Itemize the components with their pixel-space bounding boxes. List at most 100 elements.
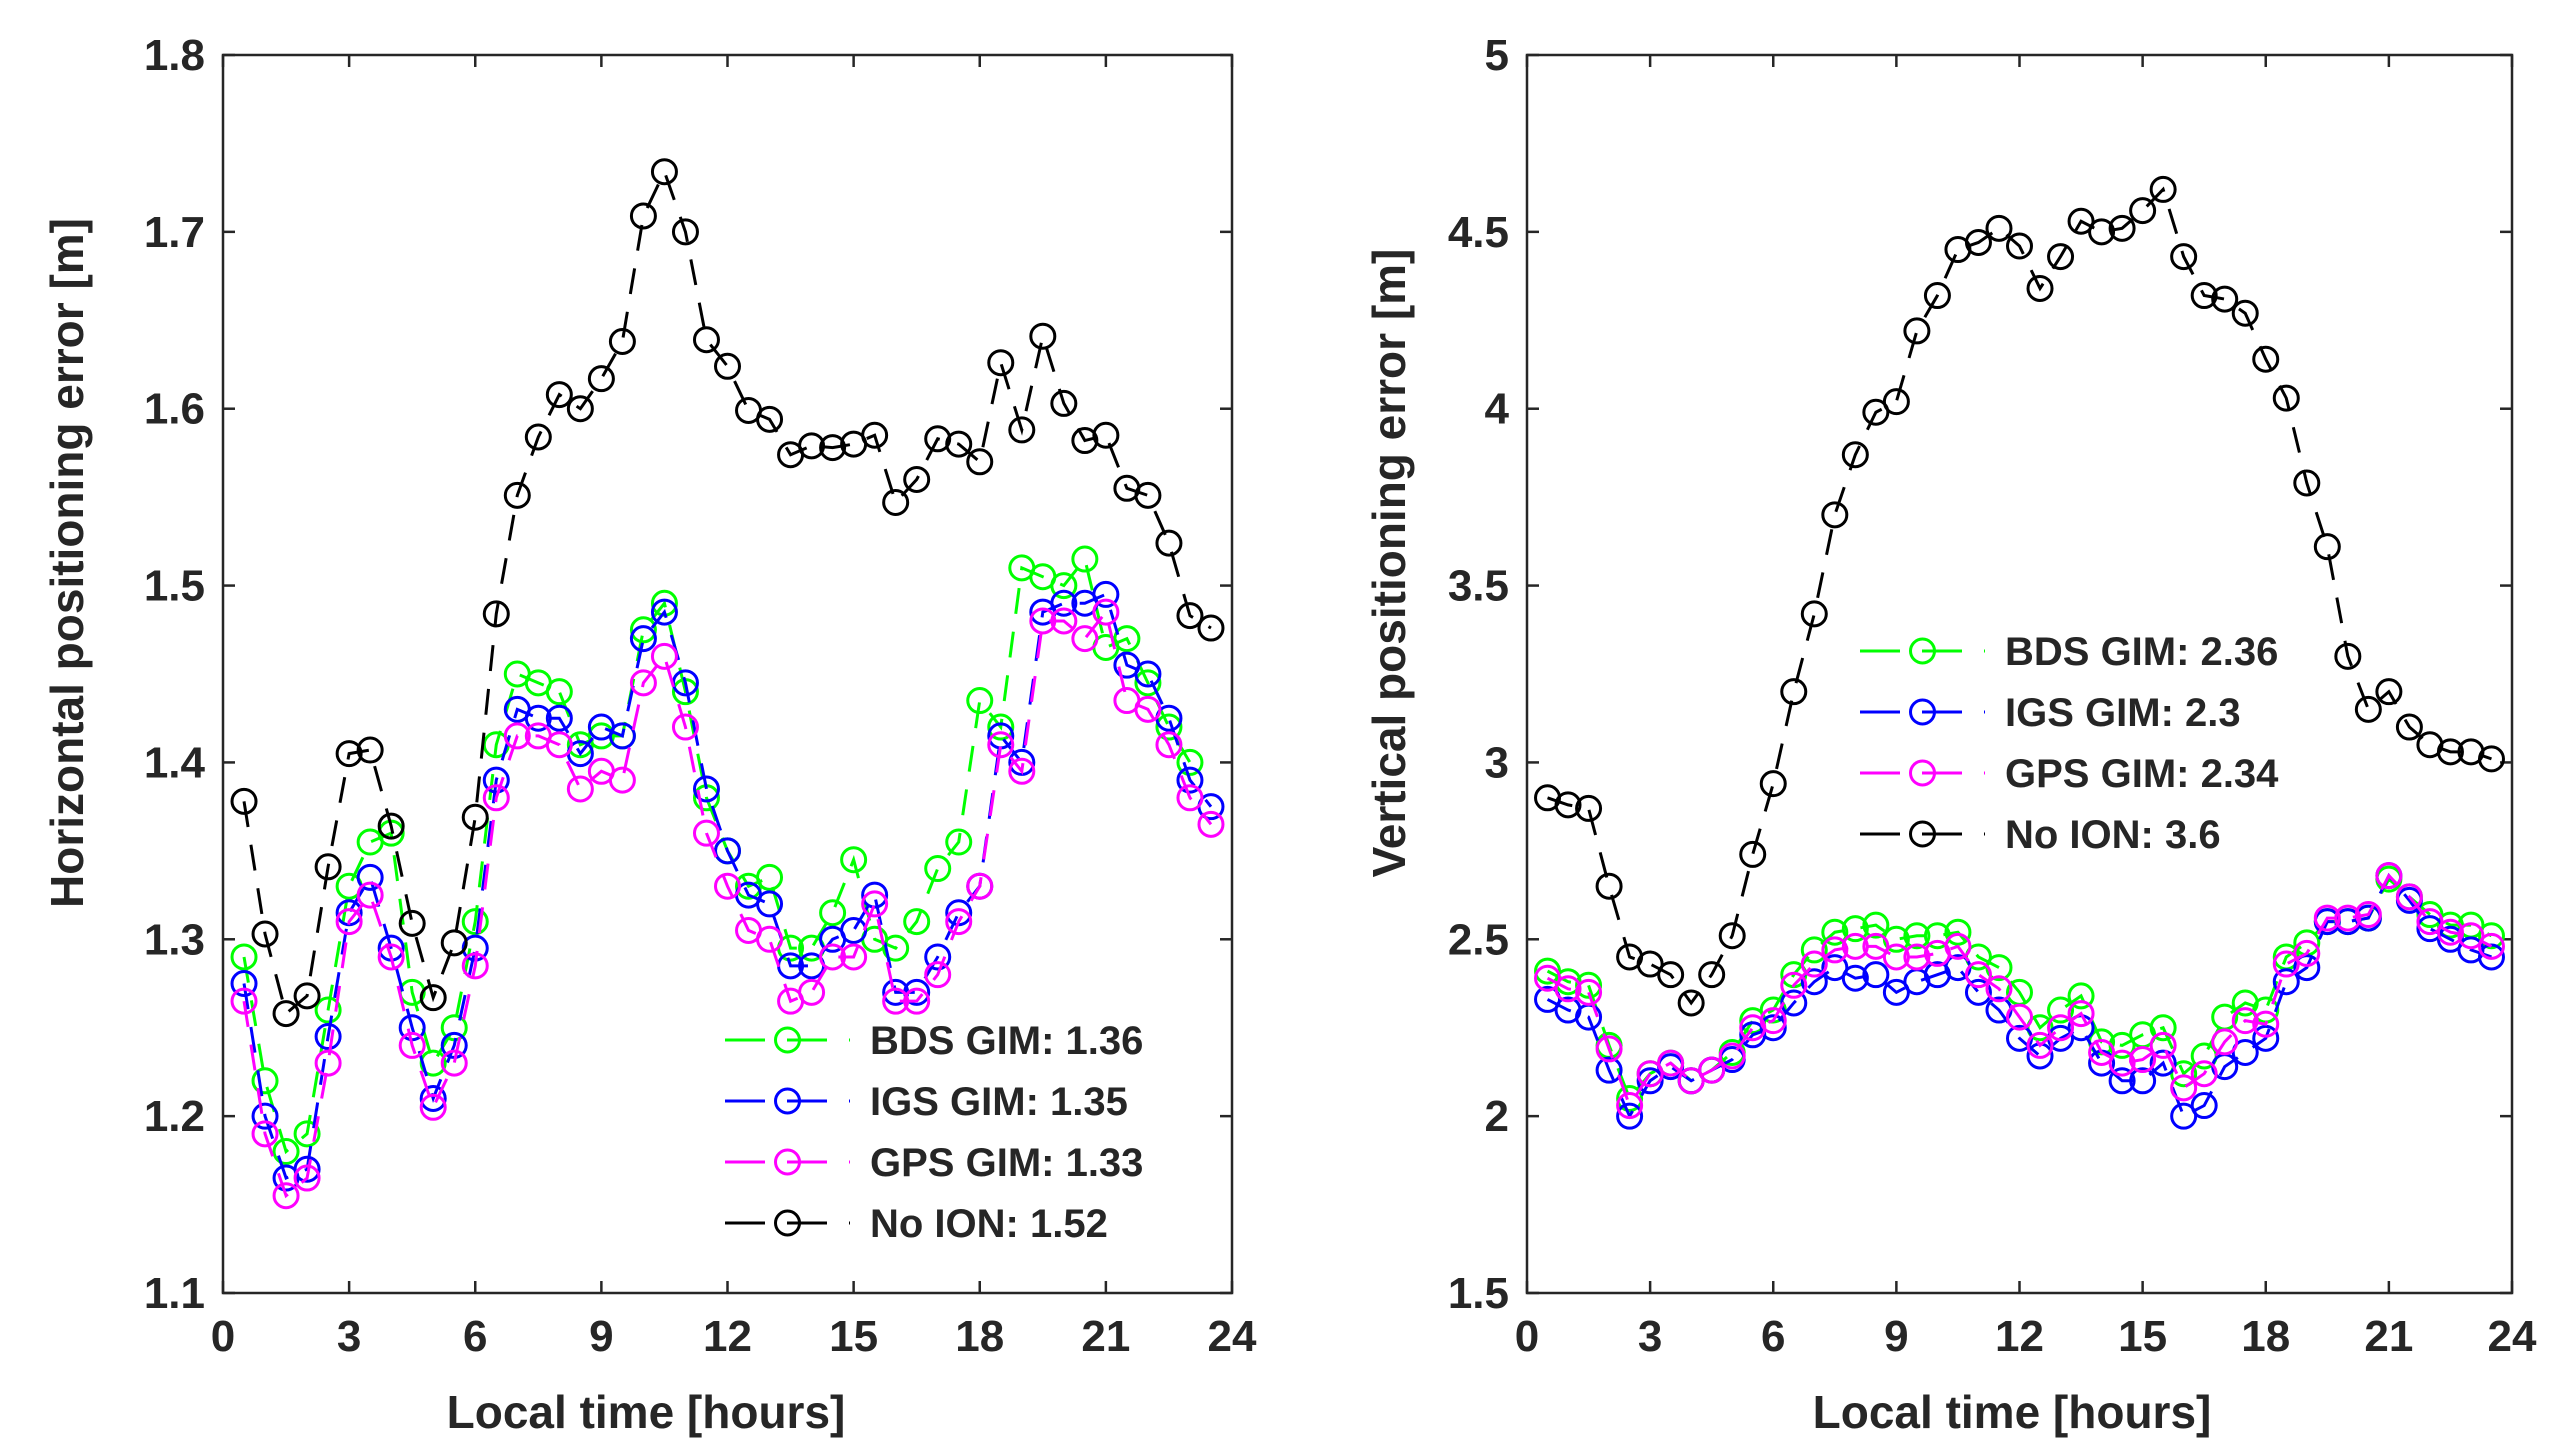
data-point bbox=[440, 1049, 468, 1077]
data-point bbox=[482, 600, 510, 628]
y-tick-label: 1.1 bbox=[144, 1269, 205, 1318]
data-point bbox=[2149, 1031, 2177, 1059]
legend-marker bbox=[774, 1087, 801, 1115]
data-point bbox=[650, 598, 678, 626]
data-point bbox=[1964, 228, 1992, 256]
x-tick-label: 3 bbox=[1638, 1312, 1662, 1361]
data-point bbox=[650, 642, 678, 670]
data-point bbox=[377, 943, 405, 971]
data-point bbox=[2129, 1067, 2157, 1095]
data-point bbox=[1821, 954, 1849, 982]
data-point bbox=[1964, 961, 1992, 989]
x-tick-label: 6 bbox=[1761, 1312, 1785, 1361]
data-point bbox=[230, 987, 258, 1015]
data-point bbox=[1029, 322, 1057, 350]
data-point bbox=[714, 837, 741, 865]
data-point bbox=[2252, 1024, 2280, 1052]
y-tick-label: 2.5 bbox=[1448, 915, 1509, 964]
data-point bbox=[1800, 936, 1828, 964]
data-point bbox=[1923, 922, 1951, 950]
data-point bbox=[2067, 1000, 2095, 1028]
plot-frame bbox=[1525, 53, 2514, 1295]
x-tick-label: 0 bbox=[211, 1312, 235, 1361]
data-point bbox=[2436, 925, 2464, 953]
legend-marker bbox=[1909, 637, 1936, 665]
data-point bbox=[1800, 950, 1828, 978]
data-point bbox=[2170, 1102, 2198, 1130]
data-point bbox=[2313, 533, 2341, 561]
y-tick-label: 3 bbox=[1485, 738, 1509, 787]
x-tick-label: 6 bbox=[463, 1312, 487, 1361]
data-point bbox=[692, 326, 720, 354]
data-point bbox=[2272, 968, 2300, 996]
data-point bbox=[861, 421, 889, 449]
data-point bbox=[924, 855, 952, 883]
data-point bbox=[356, 863, 384, 891]
data-point bbox=[2354, 695, 2382, 723]
data-point bbox=[1595, 1035, 1623, 1063]
data-point bbox=[1534, 964, 1562, 992]
x-tick-label: 21 bbox=[2364, 1312, 2413, 1361]
data-point bbox=[1176, 784, 1204, 812]
y-tick-label: 1.3 bbox=[144, 915, 205, 964]
data-point bbox=[987, 713, 1015, 741]
series-3 bbox=[1534, 175, 2505, 1017]
legend-marker bbox=[774, 1209, 801, 1237]
data-point bbox=[671, 713, 699, 741]
data-point bbox=[272, 1000, 300, 1028]
data-point bbox=[398, 1031, 426, 1059]
data-point bbox=[2026, 1014, 2054, 1042]
legend-label: GPS GIM: 1.33 bbox=[870, 1141, 1143, 1185]
data-point bbox=[1176, 602, 1204, 630]
data-point bbox=[335, 908, 363, 936]
data-point bbox=[272, 1138, 300, 1166]
data-point bbox=[924, 961, 952, 989]
data-point bbox=[1134, 660, 1162, 688]
data-point bbox=[587, 365, 615, 393]
data-point bbox=[1155, 529, 1183, 557]
data-point bbox=[1534, 985, 1562, 1013]
legend: BDS GIM: 2.36 IGS GIM: 2.3 GPS GIM: 2.34 No… bbox=[1860, 630, 2279, 857]
data-point bbox=[1862, 398, 1890, 426]
data-point bbox=[566, 395, 594, 423]
data-point bbox=[461, 803, 489, 831]
data-point bbox=[1636, 1060, 1664, 1088]
data-point bbox=[903, 987, 931, 1015]
data-point bbox=[1616, 1102, 1644, 1130]
data-point bbox=[1155, 713, 1183, 741]
data-point bbox=[924, 943, 952, 971]
data-point bbox=[1050, 389, 1078, 417]
series-2 bbox=[230, 598, 1225, 1210]
legend-marker bbox=[774, 1026, 801, 1054]
data-point bbox=[293, 982, 321, 1010]
data-point bbox=[882, 488, 910, 516]
x-tick-label: 24 bbox=[2488, 1312, 2537, 1361]
data-point bbox=[756, 925, 784, 953]
data-point bbox=[966, 448, 994, 476]
data-point bbox=[251, 1067, 279, 1095]
data-point bbox=[2436, 738, 2464, 766]
data-point bbox=[840, 943, 868, 971]
data-point bbox=[1071, 427, 1099, 455]
data-point bbox=[2231, 1038, 2259, 1066]
legend-label: No ION: 3.6 bbox=[2005, 813, 2221, 857]
legend-label: IGS GIM: 2.3 bbox=[2005, 691, 2241, 735]
data-point bbox=[440, 929, 468, 957]
data-point bbox=[1050, 607, 1078, 635]
data-point bbox=[2252, 345, 2280, 373]
data-point bbox=[2088, 218, 2116, 246]
data-point bbox=[945, 430, 973, 458]
series-line bbox=[242, 592, 1213, 1181]
data-point bbox=[1092, 598, 1120, 626]
data-point bbox=[1134, 695, 1162, 723]
data-point bbox=[314, 1023, 342, 1051]
data-point bbox=[2293, 954, 2321, 982]
data-point bbox=[1092, 421, 1120, 449]
y-tick-label: 1.4 bbox=[144, 738, 206, 787]
data-point bbox=[650, 158, 678, 186]
series-2 bbox=[1534, 862, 2505, 1120]
x-axis-label: Local time [hours] bbox=[447, 1386, 846, 1438]
data-point bbox=[2334, 904, 2362, 932]
data-point bbox=[1197, 810, 1225, 838]
series-3 bbox=[230, 158, 1225, 1028]
